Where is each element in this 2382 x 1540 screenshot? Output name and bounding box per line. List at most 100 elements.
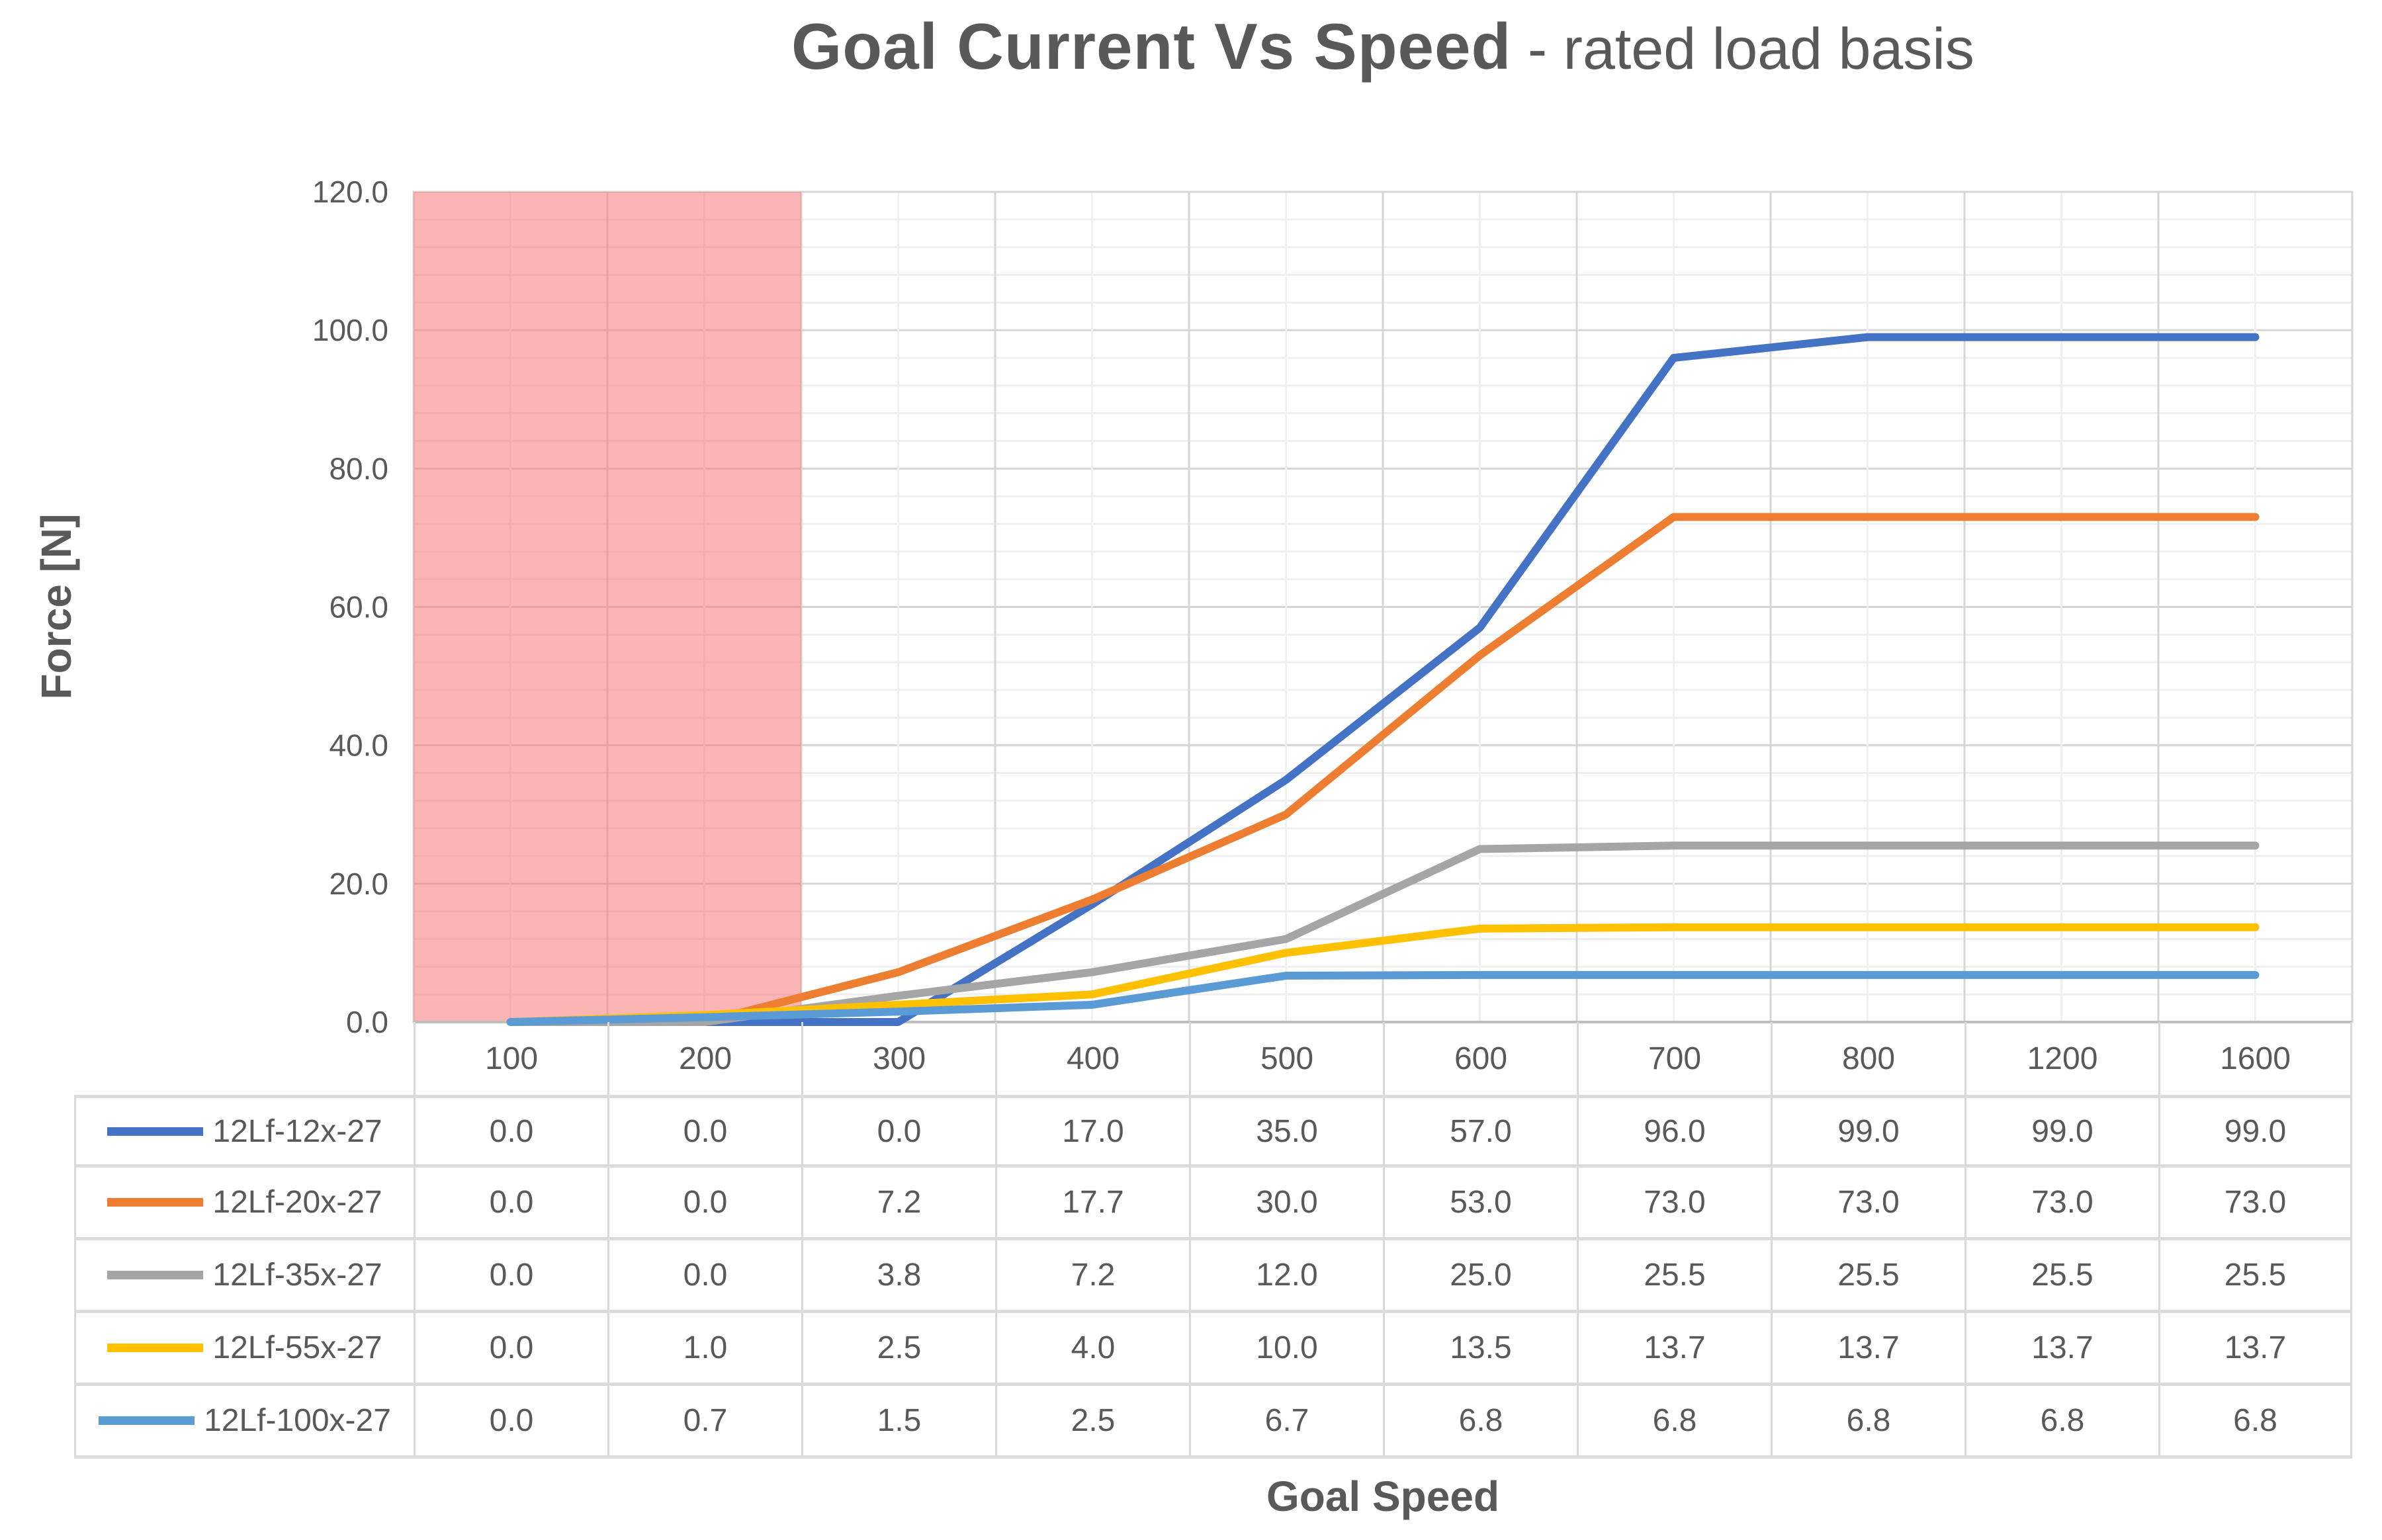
table-header-blank-cell xyxy=(74,1022,414,1095)
table-value-cell: 73.0 xyxy=(2158,1168,2352,1237)
y-tick-label: 120.0 xyxy=(312,175,388,209)
x-category-label: 600 xyxy=(1383,1022,1577,1095)
series-line-12Lf-20x-27 xyxy=(506,513,2260,1026)
table-value-cell: 53.0 xyxy=(1383,1168,1577,1237)
x-category-label: 1600 xyxy=(2158,1022,2352,1095)
series-line-12Lf-55x-27 xyxy=(506,923,2260,1026)
table-value-cell: 25.0 xyxy=(1383,1240,1577,1310)
series-name: 12Lf-100x-27 xyxy=(204,1403,391,1438)
table-value-cell: 0.0 xyxy=(801,1098,995,1164)
series-line-12Lf-100x-27 xyxy=(506,970,2260,1026)
table-value-cell: 6.8 xyxy=(2158,1386,2352,1455)
table-value-cell: 0.0 xyxy=(607,1240,801,1310)
table-value-cell: 12.0 xyxy=(1189,1240,1383,1310)
series-line-12Lf-35x-27 xyxy=(506,841,2260,1026)
table-value-cell: 25.5 xyxy=(1964,1240,2158,1310)
table-value-cell: 7.2 xyxy=(995,1240,1189,1310)
table-row: 12Lf-35x-27 0.0 0.0 3.8 7.2 12.0 25.0 25.5 25.5 2… xyxy=(74,1240,2352,1313)
table-row: 12Lf-55x-27 0.0 1.0 2.5 4.0 10.0 13.5 13.7 13.7 1… xyxy=(74,1313,2352,1386)
x-axis-title: Goal Speed xyxy=(1266,1473,1500,1520)
table-value-cell: 0.0 xyxy=(607,1168,801,1237)
table-value-cell: 6.8 xyxy=(1964,1386,2158,1455)
table-value-cell: 2.5 xyxy=(801,1313,995,1383)
table-value-cell: 4.0 xyxy=(995,1313,1189,1383)
legend-line-swatch xyxy=(107,1344,204,1352)
legend-line-swatch xyxy=(107,1271,204,1279)
y-tick-label: 80.0 xyxy=(329,451,388,486)
legend-line-swatch xyxy=(107,1198,204,1207)
table-value-cell: 0.0 xyxy=(607,1098,801,1164)
plot-border xyxy=(412,191,2354,1023)
table-value-cell: 0.0 xyxy=(414,1240,607,1310)
table-value-cell: 6.8 xyxy=(1577,1386,1771,1455)
y-tick-label: 60.0 xyxy=(329,590,388,624)
y-tick-label: 20.0 xyxy=(329,867,388,901)
x-category-label: 200 xyxy=(607,1022,801,1095)
legend-line-swatch xyxy=(107,1127,204,1136)
table-value-cell: 99.0 xyxy=(1771,1098,1964,1164)
table-value-cell: 2.5 xyxy=(995,1386,1189,1455)
table-value-cell: 0.0 xyxy=(414,1313,607,1383)
data-table: 100 200 300 400 500 600 700 800 1200 1600 12Lf-12x… xyxy=(74,1022,2352,1459)
legend-line-swatch xyxy=(99,1416,195,1425)
table-value-cell: 13.5 xyxy=(1383,1313,1577,1383)
chart-title-main: Goal Current Vs Speed xyxy=(791,10,1512,83)
x-category-label: 1200 xyxy=(1964,1022,2158,1095)
legend-cell: 12Lf-55x-27 xyxy=(74,1313,414,1383)
table-value-cell: 73.0 xyxy=(1771,1168,1964,1237)
table-header-row: 100 200 300 400 500 600 700 800 1200 1600 xyxy=(74,1022,2352,1095)
table-value-cell: 35.0 xyxy=(1189,1098,1383,1164)
table-value-cell: 25.5 xyxy=(1577,1240,1771,1310)
series-name: 12Lf-12x-27 xyxy=(212,1113,382,1149)
table-value-cell: 1.0 xyxy=(607,1313,801,1383)
legend-cell: 12Lf-12x-27 xyxy=(74,1098,414,1164)
table-value-cell: 6.8 xyxy=(1771,1386,1964,1455)
chart-title-suffix: - rated load basis xyxy=(1511,16,1974,81)
x-category-label: 800 xyxy=(1771,1022,1964,1095)
table-value-cell: 13.7 xyxy=(2158,1313,2352,1383)
x-category-label: 400 xyxy=(995,1022,1189,1095)
series-name: 12Lf-35x-27 xyxy=(212,1258,382,1293)
table-value-cell: 99.0 xyxy=(2158,1098,2352,1164)
table-value-cell: 3.8 xyxy=(801,1240,995,1310)
table-value-cell: 25.5 xyxy=(2158,1240,2352,1310)
table-value-cell: 96.0 xyxy=(1577,1098,1771,1164)
shaded-low-speed-zone xyxy=(414,192,801,1022)
legend-cell: 12Lf-100x-27 xyxy=(74,1386,414,1455)
legend-cell: 12Lf-20x-27 xyxy=(74,1168,414,1237)
table-value-cell: 10.0 xyxy=(1189,1313,1383,1383)
y-tick-label: 40.0 xyxy=(329,728,388,763)
table-value-cell: 13.7 xyxy=(1577,1313,1771,1383)
x-category-label: 100 xyxy=(414,1022,607,1095)
table-value-cell: 17.0 xyxy=(995,1098,1189,1164)
table-row: 12Lf-12x-27 0.0 0.0 0.0 17.0 35.0 57.0 96.0 99.0… xyxy=(74,1095,2352,1168)
y-axis-title: Force [N] xyxy=(32,513,80,700)
table-value-cell: 73.0 xyxy=(1577,1168,1771,1237)
table-value-cell: 1.5 xyxy=(801,1386,995,1455)
series-name: 12Lf-55x-27 xyxy=(212,1330,382,1365)
table-value-cell: 7.2 xyxy=(801,1168,995,1237)
table-value-cell: 6.8 xyxy=(1383,1386,1577,1455)
table-value-cell: 0.7 xyxy=(607,1386,801,1455)
table-value-cell: 73.0 xyxy=(1964,1168,2158,1237)
x-category-label: 300 xyxy=(801,1022,995,1095)
table-value-cell: 0.0 xyxy=(414,1168,607,1237)
series-name: 12Lf-20x-27 xyxy=(212,1185,382,1220)
table-value-cell: 0.0 xyxy=(414,1098,607,1164)
legend-cell: 12Lf-35x-27 xyxy=(74,1240,414,1310)
table-value-cell: 30.0 xyxy=(1189,1168,1383,1237)
table-value-cell: 17.7 xyxy=(995,1168,1189,1237)
table-value-cell: 25.5 xyxy=(1771,1240,1964,1310)
table-value-cell: 6.7 xyxy=(1189,1386,1383,1455)
table-value-cell: 13.7 xyxy=(1964,1313,2158,1383)
table-row: 12Lf-100x-27 0.0 0.7 1.5 2.5 6.7 6.8 6.8 6.8 6.8 6… xyxy=(74,1386,2352,1459)
x-category-label: 500 xyxy=(1189,1022,1383,1095)
x-category-label: 700 xyxy=(1577,1022,1771,1095)
chart-title: Goal Current Vs Speed - rated load basis xyxy=(414,9,2352,84)
series-line-12Lf-12x-27 xyxy=(506,333,2260,1026)
table-value-cell: 0.0 xyxy=(414,1386,607,1455)
table-row: 12Lf-20x-27 0.0 0.0 7.2 17.7 30.0 53.0 73.0 73.0… xyxy=(74,1168,2352,1240)
y-tick-label: 100.0 xyxy=(312,313,388,347)
table-value-cell: 13.7 xyxy=(1771,1313,1964,1383)
